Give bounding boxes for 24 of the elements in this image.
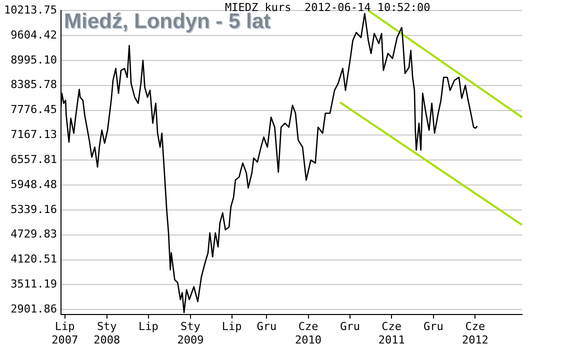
x-tick-label: Gru (340, 320, 360, 334)
y-tick-label: 10213.75 (4, 3, 57, 16)
x-tick-label: Lip (138, 320, 158, 334)
x-tick-label: Sty 2008 (94, 320, 120, 346)
y-tick-label: 9604.42 (10, 28, 57, 42)
y-tick-label: 7776.45 (10, 103, 57, 116)
x-tick-label: Cze 2012 (462, 320, 488, 346)
y-tick-label: 7167.13 (10, 128, 57, 142)
x-tick-label: Cze 2011 (378, 320, 405, 346)
x-tick-label: Lip 2007 (52, 320, 78, 346)
y-tick-label: 3511.19 (10, 278, 57, 291)
x-tick-label: Gru (256, 320, 277, 334)
y-tick-label: 8995.10 (10, 53, 57, 66)
y-tick-label: 4120.51 (10, 252, 57, 266)
y-tick-label: 8385.78 (10, 78, 57, 92)
x-tick-label: Cze 2010 (295, 320, 322, 346)
x-tick-label: Gru (423, 320, 444, 334)
y-tick-label: 2901.86 (10, 302, 57, 316)
y-tick-label: 4729.83 (10, 228, 57, 241)
x-tick-label: Sty 2009 (177, 320, 204, 346)
y-tick-label: 6557.81 (10, 152, 57, 166)
y-tick-label: 5339.16 (10, 202, 57, 216)
x-tick-label: Lip (222, 320, 242, 334)
y-tick-label: 5948.48 (10, 178, 57, 191)
